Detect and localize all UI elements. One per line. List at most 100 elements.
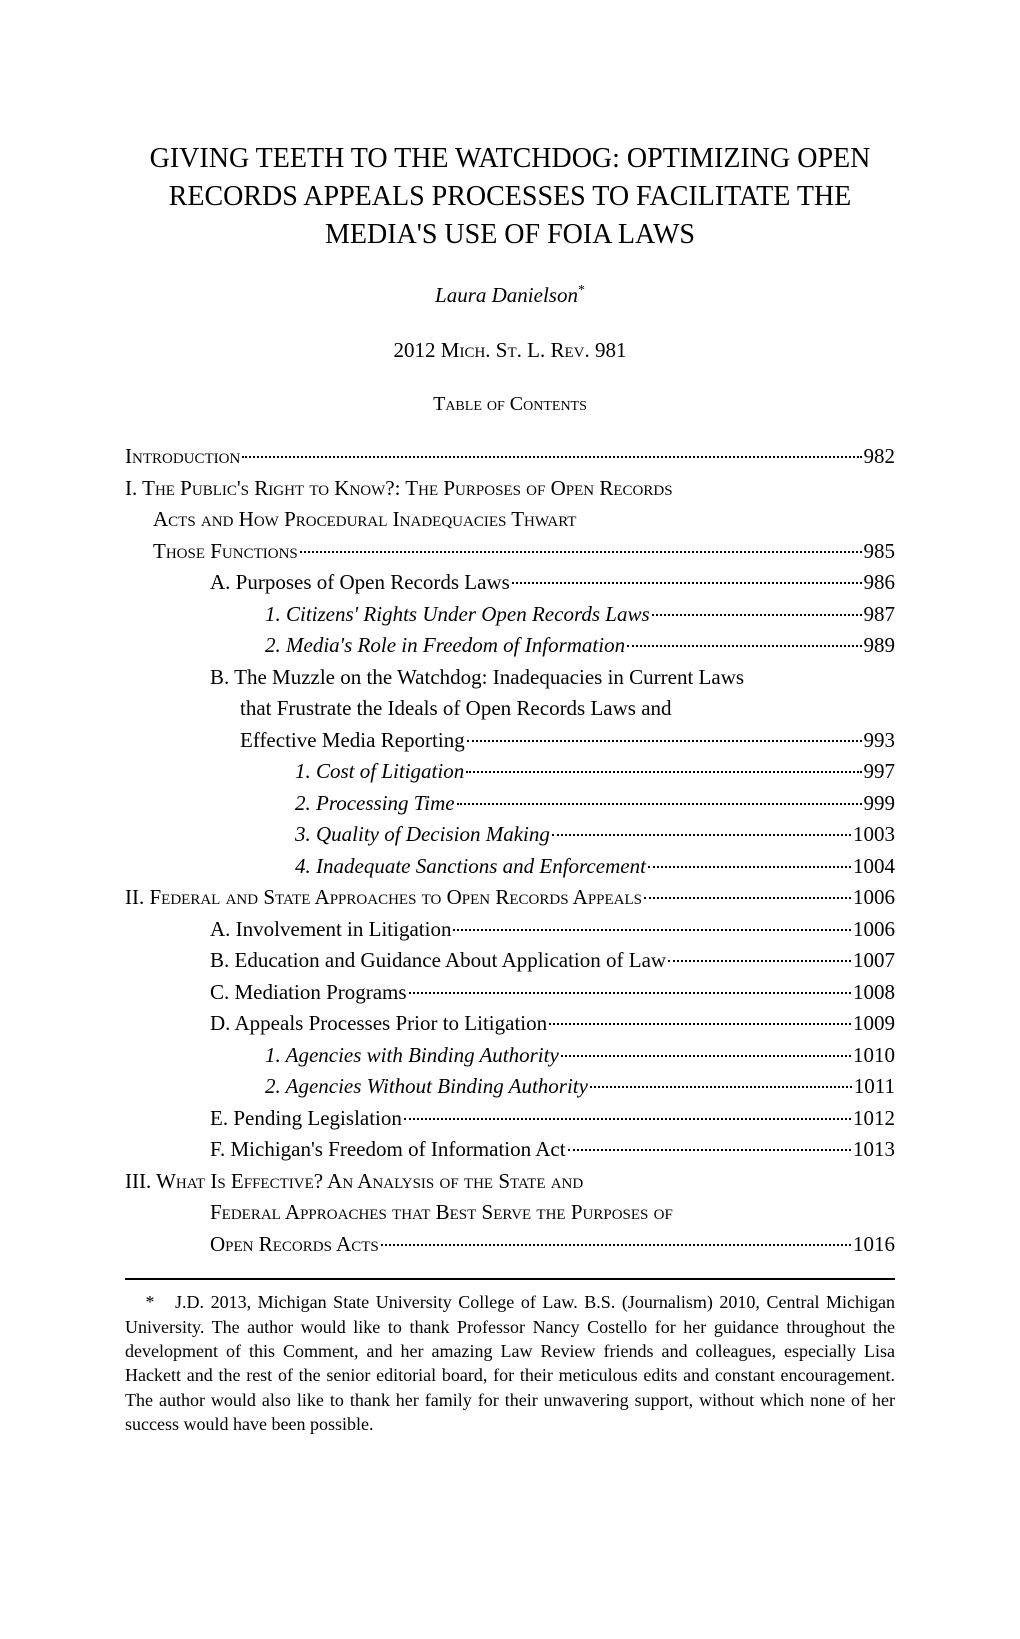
footnote: *J.D. 2013, Michigan State University Co… <box>125 1290 895 1436</box>
toc-dots <box>466 771 861 773</box>
toc-page: 1003 <box>853 819 895 851</box>
toc-label: Open Records Acts <box>210 1229 379 1261</box>
toc-dots <box>549 1023 851 1025</box>
toc-label: D. Appeals Processes Prior to Litigation <box>210 1008 547 1040</box>
footnote-marker: * <box>125 1290 175 1314</box>
toc-dots <box>627 645 861 647</box>
toc-part1-line1: I. The Public's Right to Know?: The Purp… <box>125 473 895 505</box>
toc-label: A. Purposes of Open Records Laws <box>210 567 510 599</box>
toc-label: A. Involvement in Litigation <box>210 914 451 946</box>
toc-entry: A. Involvement in Litigation 1006 <box>125 914 895 946</box>
toc-page: 987 <box>864 599 896 631</box>
toc-page: 989 <box>864 630 896 662</box>
toc-part1-b-line3: Effective Media Reporting 993 <box>125 725 895 757</box>
toc-label: 2. Agencies Without Binding Authority <box>265 1071 588 1103</box>
toc-page: 1010 <box>853 1040 895 1072</box>
toc-page: 985 <box>864 536 896 568</box>
toc-dots <box>644 897 851 899</box>
toc-label: Those Functions <box>153 536 298 568</box>
toc-dots <box>561 1055 851 1057</box>
author-name: Laura Danielson <box>435 283 578 307</box>
toc-page: 986 <box>864 567 896 599</box>
toc-label: Introduction <box>125 441 240 473</box>
toc-label: 1. Agencies with Binding Authority <box>265 1040 559 1072</box>
toc-label: C. Mediation Programs <box>210 977 407 1009</box>
toc-part1-line3: Those Functions 985 <box>125 536 895 568</box>
toc-page: 1013 <box>853 1134 895 1166</box>
toc-page: 993 <box>864 725 896 757</box>
toc-dots <box>652 614 862 616</box>
citation-line: 2012 Mich. St. L. Rev. 981 <box>125 338 895 363</box>
toc-entry: A. Purposes of Open Records Laws 986 <box>125 567 895 599</box>
toc-entry: 2. Processing Time 999 <box>125 788 895 820</box>
toc-label: E. Pending Legislation <box>210 1103 402 1135</box>
toc-page: 1004 <box>853 851 895 883</box>
toc-dots <box>457 803 862 805</box>
citation-year: 2012 <box>394 338 436 362</box>
toc-header: Table of Contents <box>125 393 895 416</box>
document-page: GIVING TEETH TO THE WATCHDOG: OPTIMIZING… <box>0 0 1020 1516</box>
toc-entry: F. Michigan's Freedom of Information Act… <box>125 1134 895 1166</box>
toc-dots <box>409 992 851 994</box>
toc-entry: 1. Agencies with Binding Authority 1010 <box>125 1040 895 1072</box>
toc-label: 2. Media's Role in Freedom of Informatio… <box>265 630 625 662</box>
toc-label: 3. Quality of Decision Making <box>295 819 550 851</box>
toc-dots <box>300 551 862 553</box>
toc-part1-line2: Acts and How Procedural Inadequacies Thw… <box>125 504 895 536</box>
toc-entry: 2. Media's Role in Freedom of Informatio… <box>125 630 895 662</box>
author-line: Laura Danielson* <box>125 283 895 308</box>
footnote-text: J.D. 2013, Michigan State University Col… <box>125 1292 895 1433</box>
toc-dots <box>568 1149 851 1151</box>
article-title: GIVING TEETH TO THE WATCHDOG: OPTIMIZING… <box>125 140 895 253</box>
toc-dots <box>381 1244 851 1246</box>
toc-part3-line3: Open Records Acts 1016 <box>125 1229 895 1261</box>
toc-entry: 3. Quality of Decision Making 1003 <box>125 819 895 851</box>
toc-label: II. Federal and State Approaches to Open… <box>125 882 642 914</box>
toc-entry: 4. Inadequate Sanctions and Enforcement … <box>125 851 895 883</box>
toc-entry: 2. Agencies Without Binding Authority 10… <box>125 1071 895 1103</box>
toc-entry: C. Mediation Programs 1008 <box>125 977 895 1009</box>
toc-dots <box>552 834 851 836</box>
toc-page: 1007 <box>853 945 895 977</box>
toc-label: 1. Citizens' Rights Under Open Records L… <box>265 599 650 631</box>
toc-page: 1016 <box>853 1229 895 1261</box>
toc-page: 982 <box>864 441 896 473</box>
footnote-separator <box>125 1278 895 1280</box>
toc-page: 1011 <box>854 1071 895 1103</box>
toc-dots <box>242 456 861 458</box>
toc-dots <box>512 582 862 584</box>
toc-label: 2. Processing Time <box>295 788 455 820</box>
toc-entry: B. Education and Guidance About Applicat… <box>125 945 895 977</box>
toc-page: 1009 <box>853 1008 895 1040</box>
toc-part2: II. Federal and State Approaches to Open… <box>125 882 895 914</box>
toc-dots <box>590 1086 852 1088</box>
toc-label: Effective Media Reporting <box>240 725 465 757</box>
toc-page: 1006 <box>853 882 895 914</box>
toc-dots <box>648 866 851 868</box>
toc-entry: E. Pending Legislation 1012 <box>125 1103 895 1135</box>
table-of-contents: Introduction 982 I. The Public's Right t… <box>125 441 895 1260</box>
toc-dots <box>668 960 851 962</box>
toc-label: F. Michigan's Freedom of Information Act <box>210 1134 566 1166</box>
toc-page: 1008 <box>853 977 895 1009</box>
toc-part3-line2: Federal Approaches that Best Serve the P… <box>125 1197 895 1229</box>
toc-part1-b-line2: that Frustrate the Ideals of Open Record… <box>125 693 895 725</box>
toc-dots <box>453 929 851 931</box>
toc-page: 1006 <box>853 914 895 946</box>
toc-entry: D. Appeals Processes Prior to Litigation… <box>125 1008 895 1040</box>
toc-entry-intro: Introduction 982 <box>125 441 895 473</box>
toc-page: 999 <box>864 788 896 820</box>
toc-dots <box>404 1118 851 1120</box>
citation-page: 981 <box>595 338 627 362</box>
toc-page: 997 <box>864 756 896 788</box>
citation-journal: Mich. St. L. Rev. <box>441 338 590 362</box>
toc-label: 4. Inadequate Sanctions and Enforcement <box>295 851 646 883</box>
toc-page: 1012 <box>853 1103 895 1135</box>
author-footnote-marker: * <box>578 283 585 298</box>
toc-dots <box>467 740 862 742</box>
toc-label: 1. Cost of Litigation <box>295 756 464 788</box>
toc-part1-b-line1: B. The Muzzle on the Watchdog: Inadequac… <box>125 662 895 694</box>
toc-part3-line1: III. What Is Effective? An Analysis of t… <box>125 1166 895 1198</box>
toc-entry: 1. Citizens' Rights Under Open Records L… <box>125 599 895 631</box>
toc-entry: 1. Cost of Litigation 997 <box>125 756 895 788</box>
